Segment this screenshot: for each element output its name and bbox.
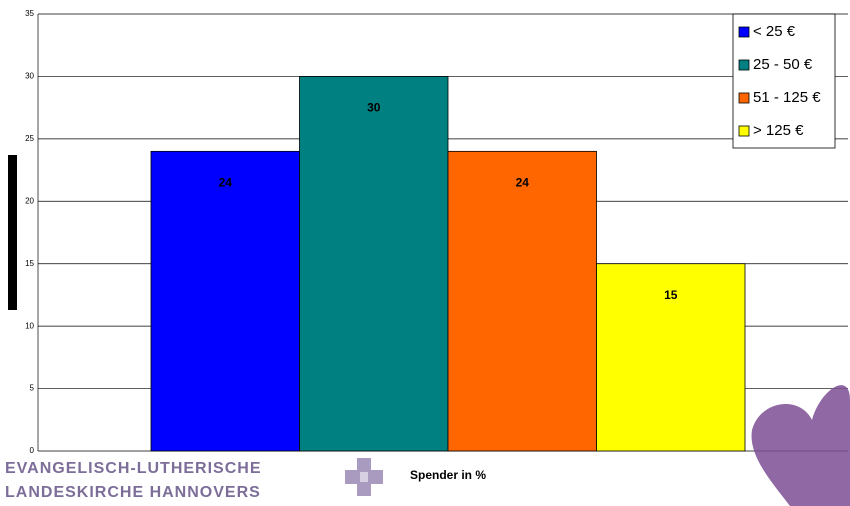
- y-tick-label: 10: [25, 321, 34, 330]
- bar: [300, 76, 449, 451]
- legend: < 25 € 25 - 50 € 51 - 125 € > 125 €: [733, 14, 835, 148]
- logo-mark: [345, 458, 383, 496]
- y-tick-label: 35: [25, 9, 34, 18]
- legend-label: 51 - 125 €: [753, 89, 821, 106]
- plot: 0 5 10 15 20 25 30 35 24 30 24 15 < 25 € 25 - 50 € 51 …: [25, 9, 848, 455]
- bar: [448, 151, 597, 451]
- chart: 0 5 10 15 20 25 30 35 24 30 24 15 < 25 € 25 - 50 € 51 …: [0, 0, 850, 506]
- data-label: 24: [516, 176, 530, 190]
- data-label: 24: [219, 176, 233, 190]
- bar: [151, 151, 300, 451]
- legend-label: < 25 €: [753, 23, 796, 40]
- y-tick-label: 15: [25, 259, 34, 268]
- y-tick-label: 25: [25, 134, 34, 143]
- logo-line: LANDESKIRCHE HANNOVERS: [5, 484, 261, 501]
- data-label: 15: [664, 288, 678, 302]
- y-tick-label: 30: [25, 72, 34, 81]
- legend-swatch: [739, 60, 749, 70]
- legend-swatch: [739, 93, 749, 103]
- legend-label: 25 - 50 €: [753, 56, 813, 73]
- legend-label: > 125 €: [753, 122, 804, 139]
- side-bar: [8, 155, 17, 310]
- data-label: 30: [367, 101, 381, 115]
- x-axis-label: Spender in %: [410, 468, 486, 482]
- legend-swatch: [739, 27, 749, 37]
- heart-decoration: [752, 385, 850, 506]
- y-tick-label: 0: [30, 446, 35, 455]
- y-tick-label: 5: [30, 384, 35, 393]
- legend-swatch: [739, 126, 749, 136]
- y-tick-label: 20: [25, 196, 34, 205]
- logo-line: EVANGELISCH-LUTHERISCHE: [5, 460, 262, 477]
